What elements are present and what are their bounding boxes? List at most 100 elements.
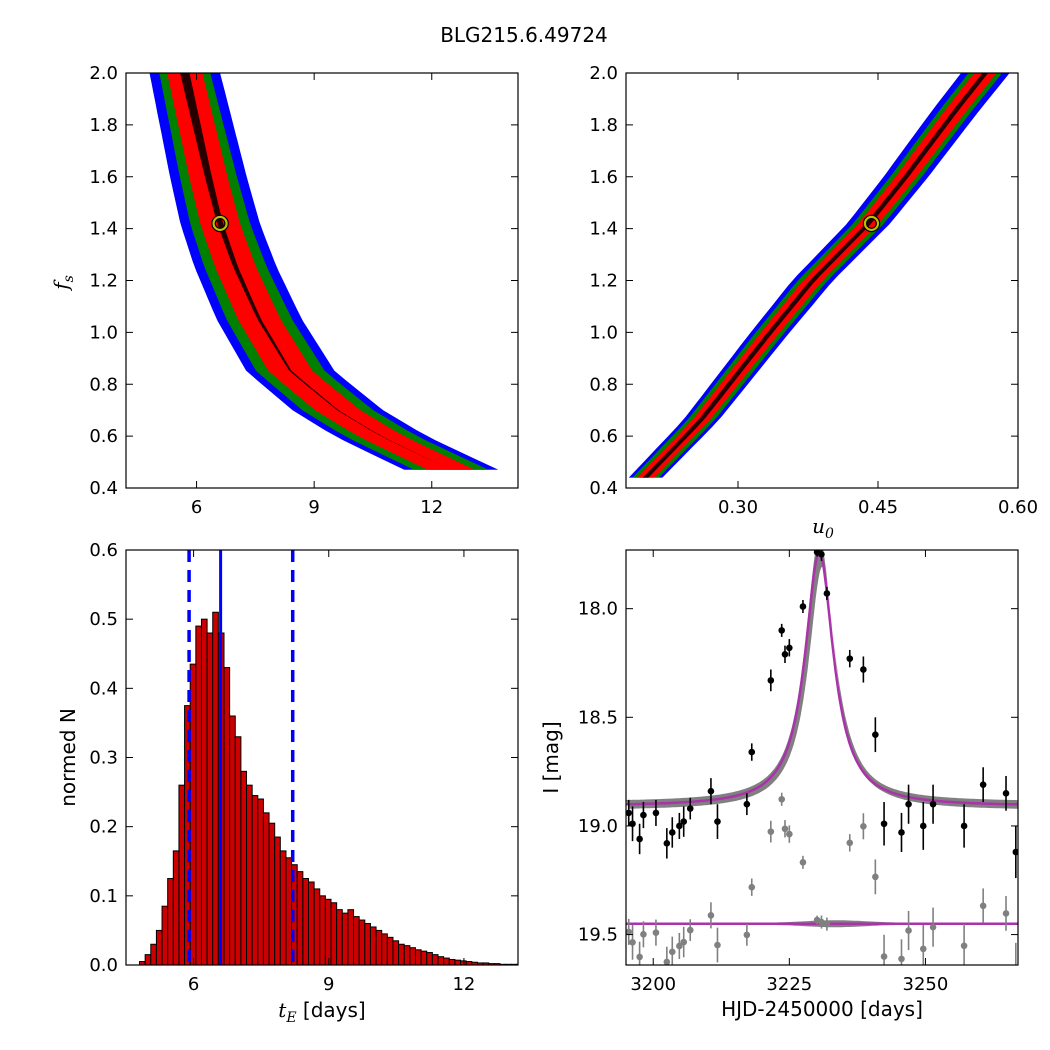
y-axis-label: fs [49, 275, 77, 292]
y-axis-label: I [mag] [539, 721, 563, 793]
histogram-bar [347, 909, 355, 966]
histogram-bar [403, 945, 411, 966]
y-tick-label: 2.0 [89, 63, 118, 84]
x-tick-label: 3225 [766, 974, 812, 995]
histogram-bar [246, 784, 253, 966]
residual-point [823, 920, 831, 928]
histogram-bar [426, 952, 433, 966]
histogram-bar [251, 795, 259, 966]
y-tick-label: 0.4 [589, 478, 618, 499]
histogram-bar [341, 912, 349, 966]
data-point [846, 655, 854, 662]
data-point [626, 809, 633, 817]
histogram-bar [206, 632, 214, 966]
y-tick-label: 1.0 [589, 322, 618, 343]
data-point [979, 781, 987, 788]
data-point [668, 829, 676, 836]
histogram-bar [358, 919, 366, 966]
figure-title: BLG215.6.49724 [440, 23, 608, 47]
data-point [652, 809, 660, 817]
best-fit-marker [212, 215, 228, 232]
histogram-bar [155, 929, 163, 966]
y-tick-label: 1.2 [589, 271, 618, 292]
residual-point [629, 939, 636, 946]
histogram-bar [409, 947, 416, 966]
x-tick-label: 0.30 [718, 497, 758, 518]
data-point [686, 805, 694, 812]
histogram-bar [240, 770, 248, 966]
histogram-bar [195, 625, 202, 966]
plot-frame [625, 549, 1019, 966]
y-tick-label: 0.5 [89, 609, 118, 630]
residual-point [767, 828, 775, 835]
residual-point [626, 928, 633, 936]
residual-point [652, 929, 660, 936]
model-curve [626, 550, 1018, 806]
data-point [960, 822, 968, 830]
data-point [1012, 848, 1018, 856]
x-axis-label: u0 [812, 514, 834, 542]
y-tick-label: 0.6 [89, 540, 118, 561]
posterior-core-region [642, 73, 989, 478]
residual-point [818, 918, 825, 926]
residual-point [707, 912, 715, 919]
panel-tE-histogram: 6 9 12 0.0 0.1 0.2 0.3 0.4 0.5 0.6 normed N tE [day… [56, 540, 519, 1026]
histogram-bar [279, 850, 287, 966]
residual-point [640, 931, 647, 938]
histogram-bar [302, 878, 309, 966]
histogram-bar [172, 850, 180, 966]
residual-point [960, 942, 968, 950]
data-point [919, 822, 927, 830]
histogram-bar [353, 916, 360, 966]
residual-point [663, 958, 671, 965]
model-uncertainty-band [626, 550, 1018, 809]
histogram-bar [268, 822, 276, 966]
residual-point [1002, 910, 1010, 917]
best-fit-marker [863, 215, 880, 232]
residual-point [880, 953, 888, 960]
data-point [629, 820, 636, 828]
x-axis-label: tE [days] [278, 998, 365, 1026]
data-point [767, 677, 775, 684]
y-tick-label: 1.4 [89, 219, 118, 240]
y-tick-label: 1.6 [89, 167, 118, 188]
x-tick-label: 6 [188, 974, 199, 995]
data-point [636, 835, 643, 843]
y-tick-label: 18.0 [578, 599, 618, 620]
data-point [786, 644, 793, 652]
histogram-bar [336, 909, 343, 966]
data-point [663, 840, 671, 847]
x-tick-label: 9 [323, 974, 334, 995]
residual-point [1013, 966, 1020, 973]
y-tick-label: 2.0 [589, 63, 618, 84]
histogram-bar [229, 715, 236, 966]
histogram-bar [296, 871, 304, 966]
x-tick-label: 12 [452, 974, 475, 995]
panel-tE-fs: 6 9 12 0.4 0.6 0.8 1.0 1.2 1.4 1.6 1.8 2.0 fs [49, 63, 519, 518]
y-tick-label: 1.2 [89, 271, 118, 292]
data-point [748, 748, 756, 756]
histogram-bar [167, 878, 174, 966]
histogram-bar [223, 667, 231, 966]
y-tick-label: 0.0 [89, 955, 118, 976]
residual-point [898, 955, 905, 963]
x-tick-label: 0.45 [858, 497, 898, 518]
residual-point [846, 839, 854, 847]
residual-point [676, 942, 683, 950]
data-point [714, 818, 721, 825]
data-point [778, 627, 786, 634]
histogram-bar [454, 959, 462, 966]
histogram-bar [212, 611, 219, 966]
data-point [898, 829, 905, 836]
data-point [640, 811, 647, 819]
histogram-bar [431, 954, 439, 966]
y-tick-label: 0.4 [89, 478, 118, 499]
residual-point [778, 795, 786, 803]
y-tick-label: 1.6 [589, 167, 618, 188]
histogram-bar [392, 940, 400, 966]
residual-point [636, 953, 643, 961]
x-tick-label: 3200 [630, 974, 676, 995]
histogram-bar [369, 926, 377, 966]
data-point [860, 666, 867, 673]
data-point [680, 818, 688, 825]
